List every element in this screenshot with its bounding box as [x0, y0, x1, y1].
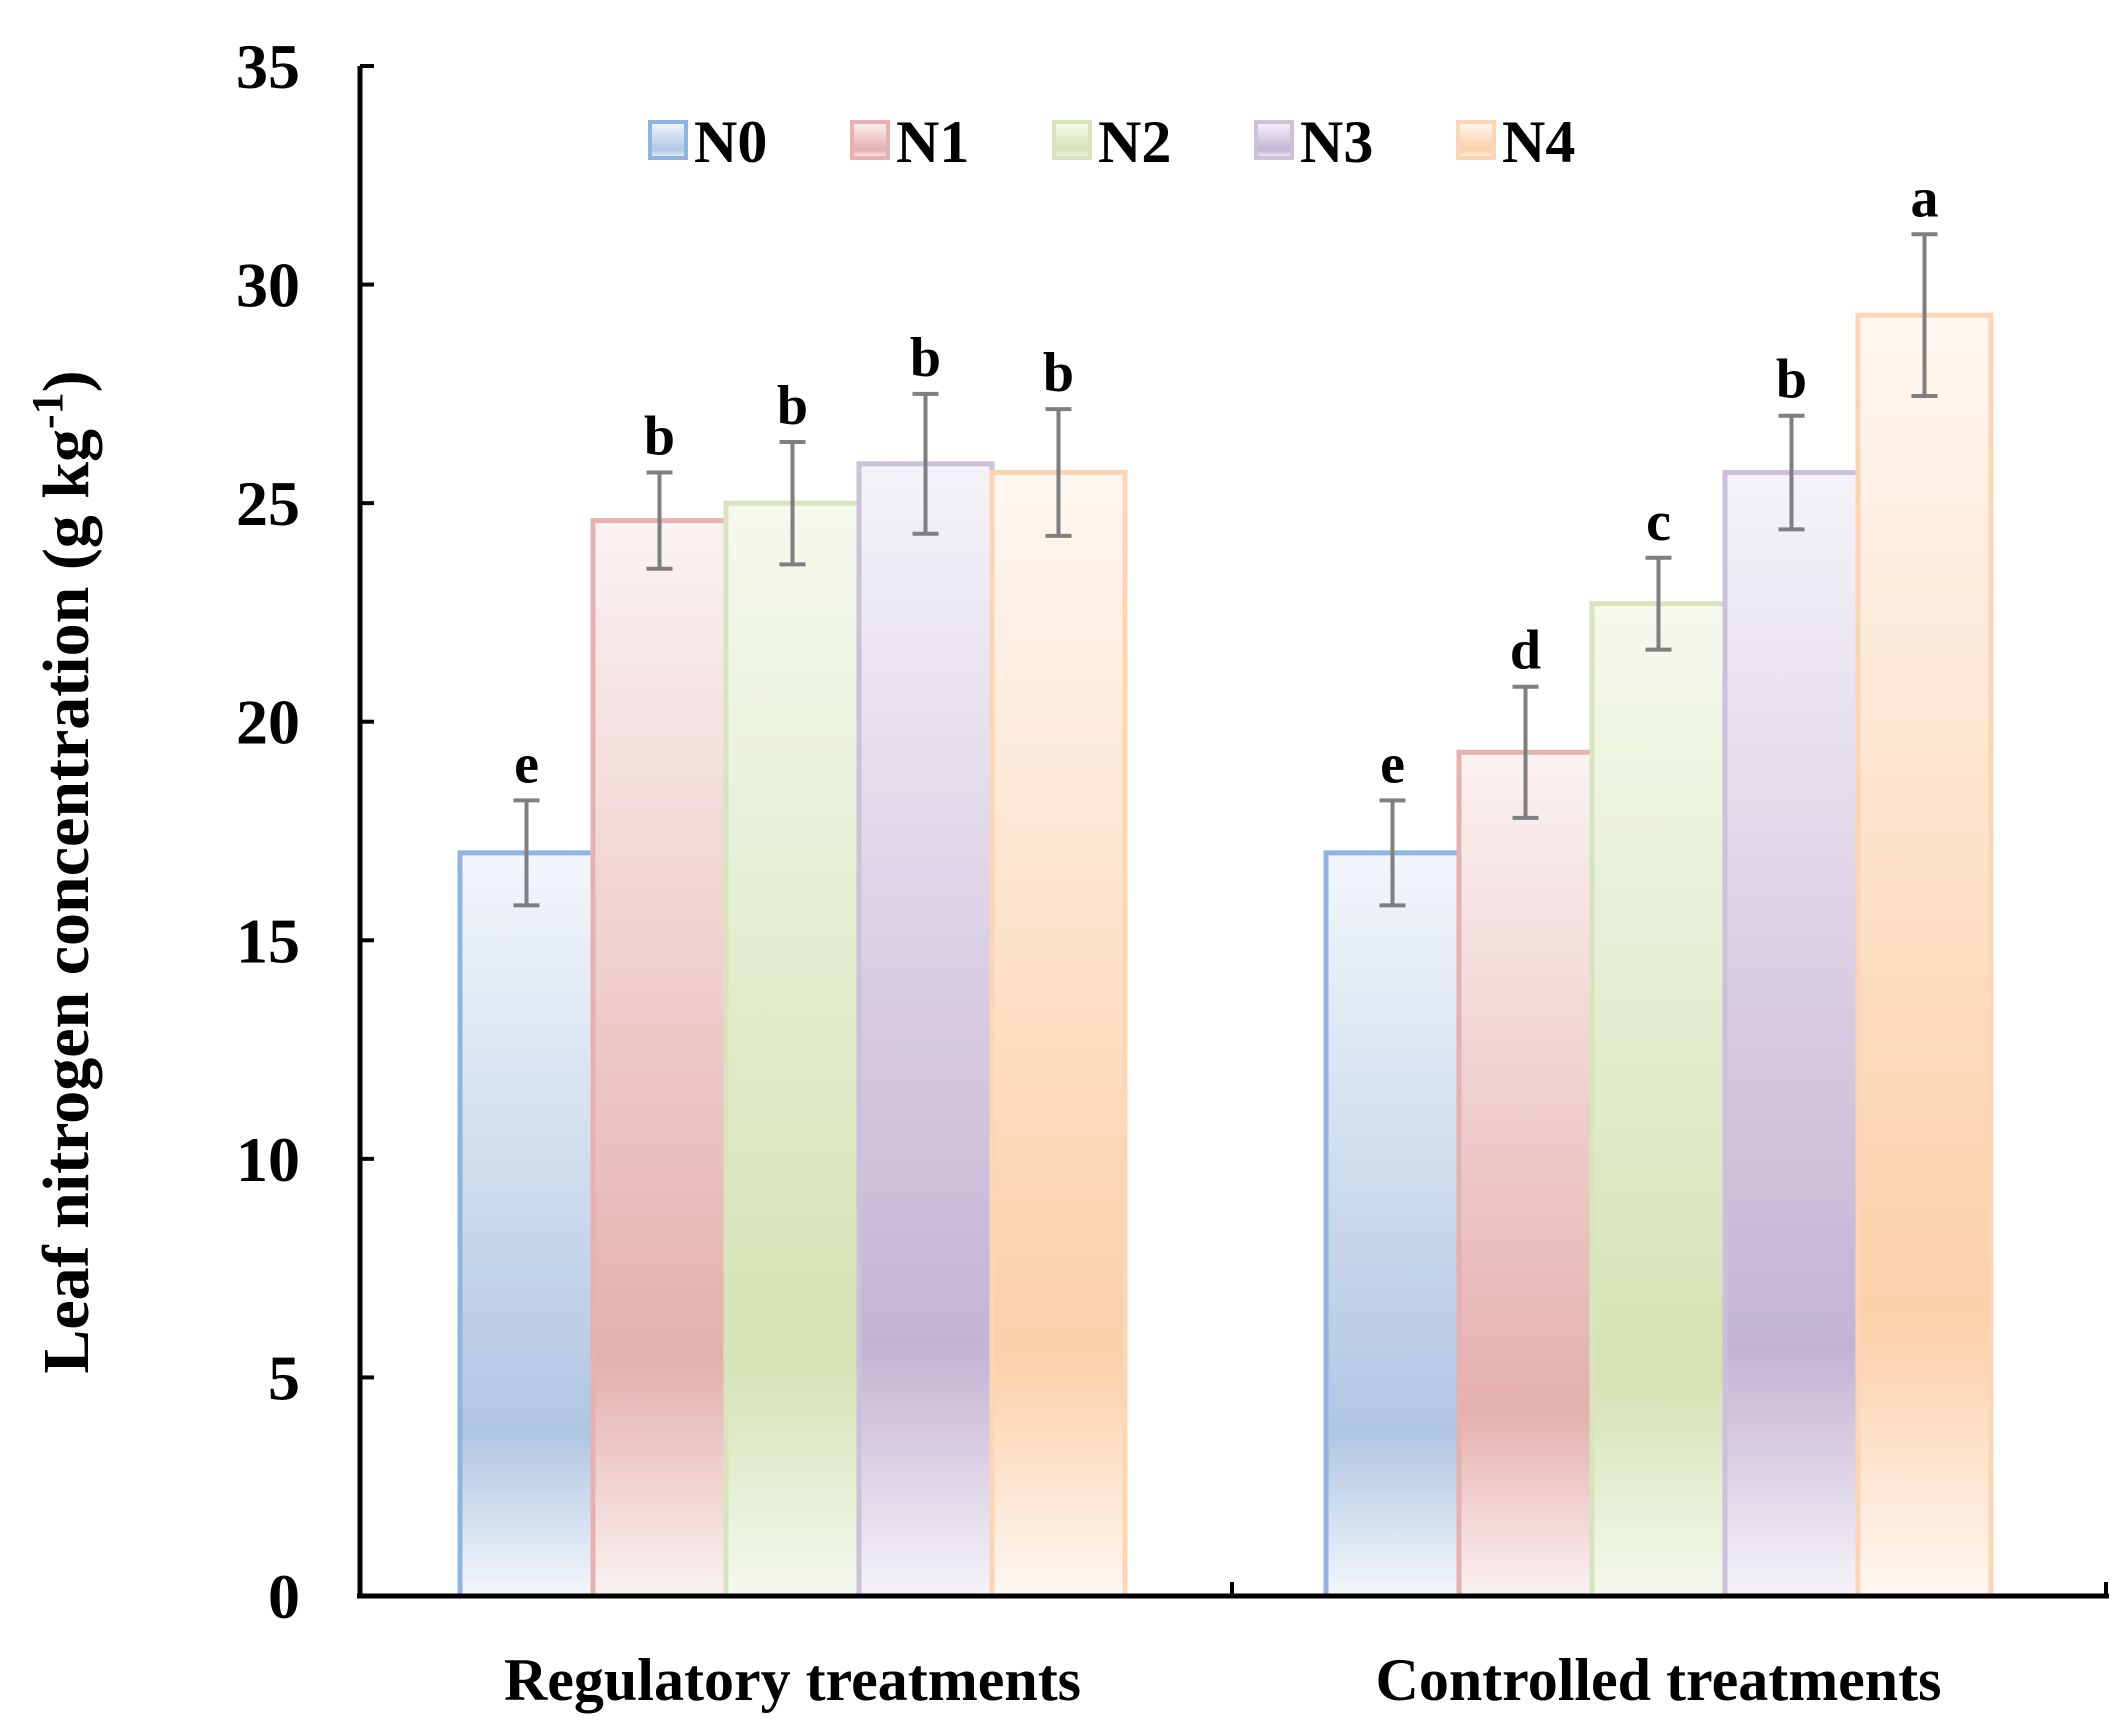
legend-label-n4: N4: [1502, 109, 1575, 175]
y-axis-ticks: 0 5 10 15 20 25 30 35: [236, 31, 374, 1632]
y-axis-label-suffix: ): [30, 370, 103, 392]
significance-letter: d: [1510, 620, 1541, 682]
significance-letter: e: [1380, 733, 1405, 795]
legend-swatch-n1: [850, 120, 890, 160]
legend-label-n3: N3: [1300, 109, 1373, 175]
bar-n0-controlled: [1323, 850, 1462, 1599]
significance-letters: e b b b b e d c b a: [514, 167, 1938, 795]
legend-label-n2: N2: [1098, 109, 1171, 175]
legend-swatch-n0: [648, 120, 688, 160]
bar-n0-regulatory: [457, 850, 596, 1599]
bar-n2-regulatory: [723, 500, 862, 1599]
y-axis-label: Leaf nitrogen concentration (g kg-1): [23, 370, 103, 1373]
significance-letter: a: [1911, 167, 1939, 229]
error-bars: [513, 232, 1938, 908]
significance-letter: c: [1646, 491, 1671, 553]
significance-letter: e: [514, 733, 539, 795]
legend-swatch-n3: [1254, 120, 1294, 160]
x-category-label: Controlled treatments: [1375, 1647, 1941, 1713]
x-axis-categories: Regulatory treatments Controlled treatmen…: [504, 1647, 1942, 1713]
bar-n3-controlled: [1722, 470, 1861, 1599]
significance-letter: b: [644, 406, 675, 468]
bar-n4-regulatory: [989, 470, 1128, 1599]
bar-n2-controlled: [1589, 601, 1728, 1599]
y-tick-label: 5: [268, 1342, 300, 1413]
y-tick-label: 30: [236, 250, 300, 321]
significance-letter: b: [1043, 342, 1074, 404]
y-tick-label: 15: [236, 905, 300, 976]
bar-n1-regulatory: [590, 518, 729, 1599]
legend-label-n0: N0: [694, 109, 767, 175]
y-tick-label: 25: [236, 468, 300, 539]
bar-n4-controlled: [1855, 312, 1994, 1599]
y-tick-label: 10: [236, 1124, 300, 1195]
y-tick-label: 35: [236, 31, 300, 102]
bar-n3-regulatory: [856, 461, 995, 1599]
bars: [457, 312, 1994, 1599]
y-axis-label-superscript: -1: [23, 392, 72, 429]
y-tick-label: 0: [268, 1561, 300, 1632]
legend: N0 N1 N2 N3 N4: [648, 109, 1575, 175]
y-tick-label: 20: [236, 687, 300, 758]
significance-letter: b: [910, 327, 941, 389]
legend-swatch-n4: [1456, 120, 1496, 160]
legend-label-n1: N1: [896, 109, 969, 175]
bar-n1-controlled: [1456, 749, 1595, 1599]
y-axis-label-text: Leaf nitrogen concentration (g kg: [30, 429, 103, 1374]
x-category-label: Regulatory treatments: [504, 1647, 1081, 1713]
significance-letter: b: [1776, 349, 1807, 411]
legend-swatch-n2: [1052, 120, 1092, 160]
significance-letter: b: [777, 375, 808, 437]
